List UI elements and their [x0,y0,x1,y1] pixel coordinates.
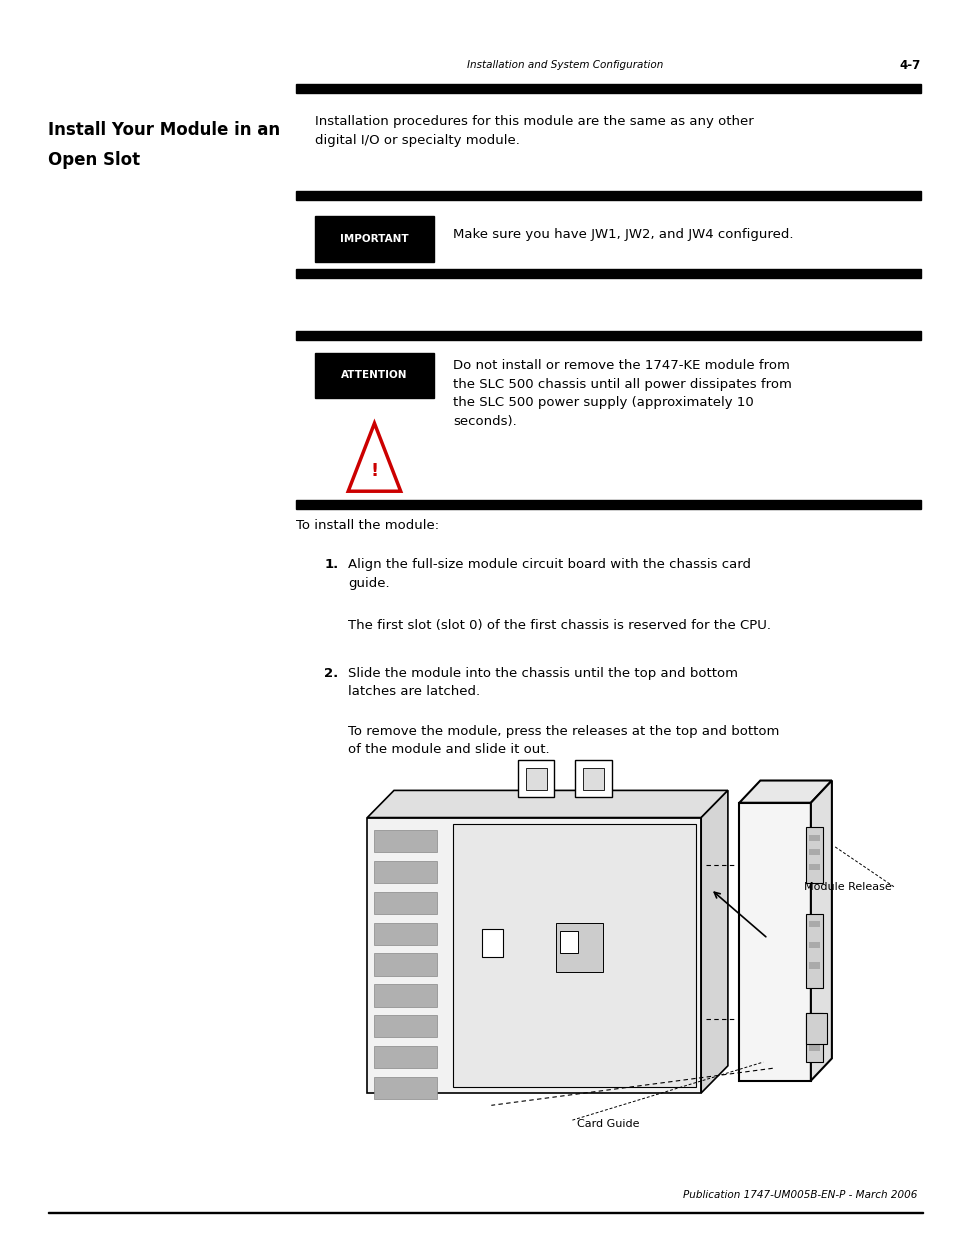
Bar [374,830,436,852]
Bar [805,1013,822,1062]
Polygon shape [739,803,810,1081]
Text: To install the module:: To install the module: [295,519,438,532]
Text: Do not install or remove the 1747-KE module from
the SLC 500 chassis until all p: Do not install or remove the 1747-KE mod… [453,359,791,427]
Text: Installation and System Configuration: Installation and System Configuration [466,61,662,70]
Polygon shape [810,781,831,1081]
Bar [575,760,611,797]
Bar [295,500,920,509]
Bar [517,760,554,797]
Bar [805,1013,826,1044]
Bar [808,942,820,948]
Text: Make sure you have JW1, JW2, and JW4 configured.: Make sure you have JW1, JW2, and JW4 con… [453,228,793,242]
Bar [374,892,436,914]
Bar [808,835,820,841]
Bar [374,1015,436,1037]
Bar [559,931,577,953]
Bar [374,1046,436,1068]
Text: Card Guide: Card Guide [577,1119,639,1129]
Bar [808,863,820,869]
Bar [374,861,436,883]
Text: To remove the module, press the releases at the top and bottom
of the module and: To remove the module, press the releases… [348,725,779,757]
Bar [314,353,434,398]
Bar [295,191,920,200]
Bar [453,824,696,1087]
Text: 1.: 1. [324,558,338,572]
Bar [374,1077,436,1099]
Text: IMPORTANT: IMPORTANT [340,233,408,245]
Bar [805,827,822,883]
Bar [555,923,602,972]
Text: Module Release: Module Release [803,882,891,892]
Text: ATTENTION: ATTENTION [341,370,407,380]
Bar [808,850,820,856]
Bar [295,331,920,340]
Text: Install Your Module in an: Install Your Module in an [48,121,279,140]
Bar [808,921,820,927]
Text: Open Slot: Open Slot [48,151,140,169]
Bar [374,923,436,945]
Bar [808,1032,820,1039]
Text: !: ! [370,462,378,479]
Text: 2.: 2. [324,667,338,680]
Text: The first slot (slot 0) of the first chassis is reserved for the CPU.: The first slot (slot 0) of the first cha… [348,619,770,632]
Bar [295,84,920,93]
Bar [525,768,546,790]
Polygon shape [739,781,831,803]
Text: Installation procedures for this module are the same as any other
digital I/O or: Installation procedures for this module … [314,115,753,147]
Bar [805,914,822,988]
Bar [808,1045,820,1051]
Text: 4-7: 4-7 [899,59,920,72]
Polygon shape [700,790,727,1093]
Text: Slide the module into the chassis until the top and bottom
latches are latched.: Slide the module into the chassis until … [348,667,738,699]
Bar [808,962,820,968]
Bar [374,953,436,976]
Polygon shape [367,818,700,1093]
Bar [808,1020,820,1026]
Bar [582,768,603,790]
Bar [374,984,436,1007]
Text: Align the full-size module circuit board with the chassis card
guide.: Align the full-size module circuit board… [348,558,750,590]
Text: Publication 1747-UM005B-EN-P - March 2006: Publication 1747-UM005B-EN-P - March 200… [682,1191,917,1200]
Bar [314,216,434,262]
Polygon shape [367,790,727,818]
Bar [295,269,920,278]
Bar [481,929,502,956]
